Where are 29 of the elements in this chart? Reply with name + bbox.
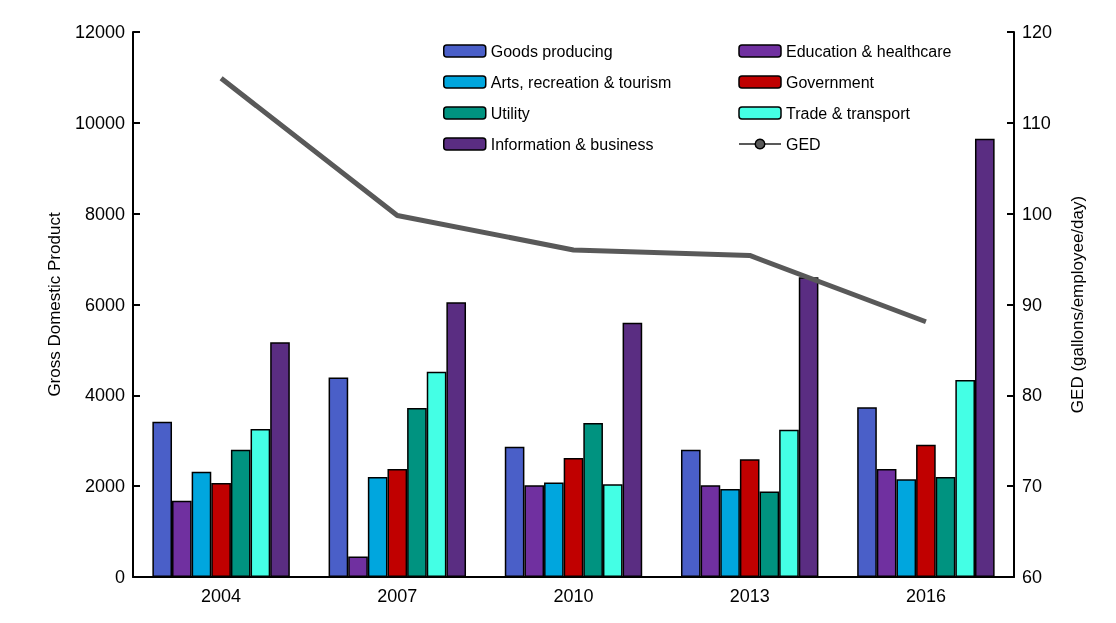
legend-label: Education & healthcare (786, 42, 952, 60)
legend-label: Utility (490, 104, 530, 122)
y2-tick-label: 60 (1022, 567, 1043, 587)
y2-tick-label: 120 (1022, 22, 1053, 42)
y-axis-title: Gross Domestic Product (45, 212, 64, 397)
legend-label: Goods producing (490, 42, 613, 60)
y-tick-label: 8000 (84, 203, 125, 224)
legend-label: GED (786, 135, 821, 153)
y-tick-label: 2000 (84, 476, 125, 497)
x-tick-label: 2016 (905, 586, 946, 606)
y2-tick-label: 110 (1022, 112, 1051, 133)
legend-label: Trade & transport (786, 104, 911, 122)
legend-label: Information & business (490, 135, 654, 153)
y-tick-label: 6000 (84, 294, 125, 315)
y2-tick-label: 90 (1022, 294, 1043, 315)
y2-axis-title: GED (gallons/employee/day) (1068, 195, 1087, 414)
y2-tick-label: 100 (1022, 203, 1053, 224)
legend-label: Government (786, 73, 875, 91)
y-tick-label: 0 (114, 567, 125, 587)
y2-tick-label: 80 (1022, 385, 1043, 406)
x-tick-label: 2013 (729, 586, 770, 606)
x-tick-label: 2007 (377, 586, 418, 606)
y-tick-label: 4000 (84, 385, 125, 406)
x-tick-label: 2004 (201, 586, 242, 606)
legend-label: Arts, recreation & tourism (490, 73, 672, 91)
y-tick-label: 10000 (74, 112, 125, 133)
y-tick-label: 12000 (74, 22, 125, 42)
y2-tick-label: 70 (1022, 476, 1043, 497)
x-tick-label: 2010 (553, 586, 594, 606)
